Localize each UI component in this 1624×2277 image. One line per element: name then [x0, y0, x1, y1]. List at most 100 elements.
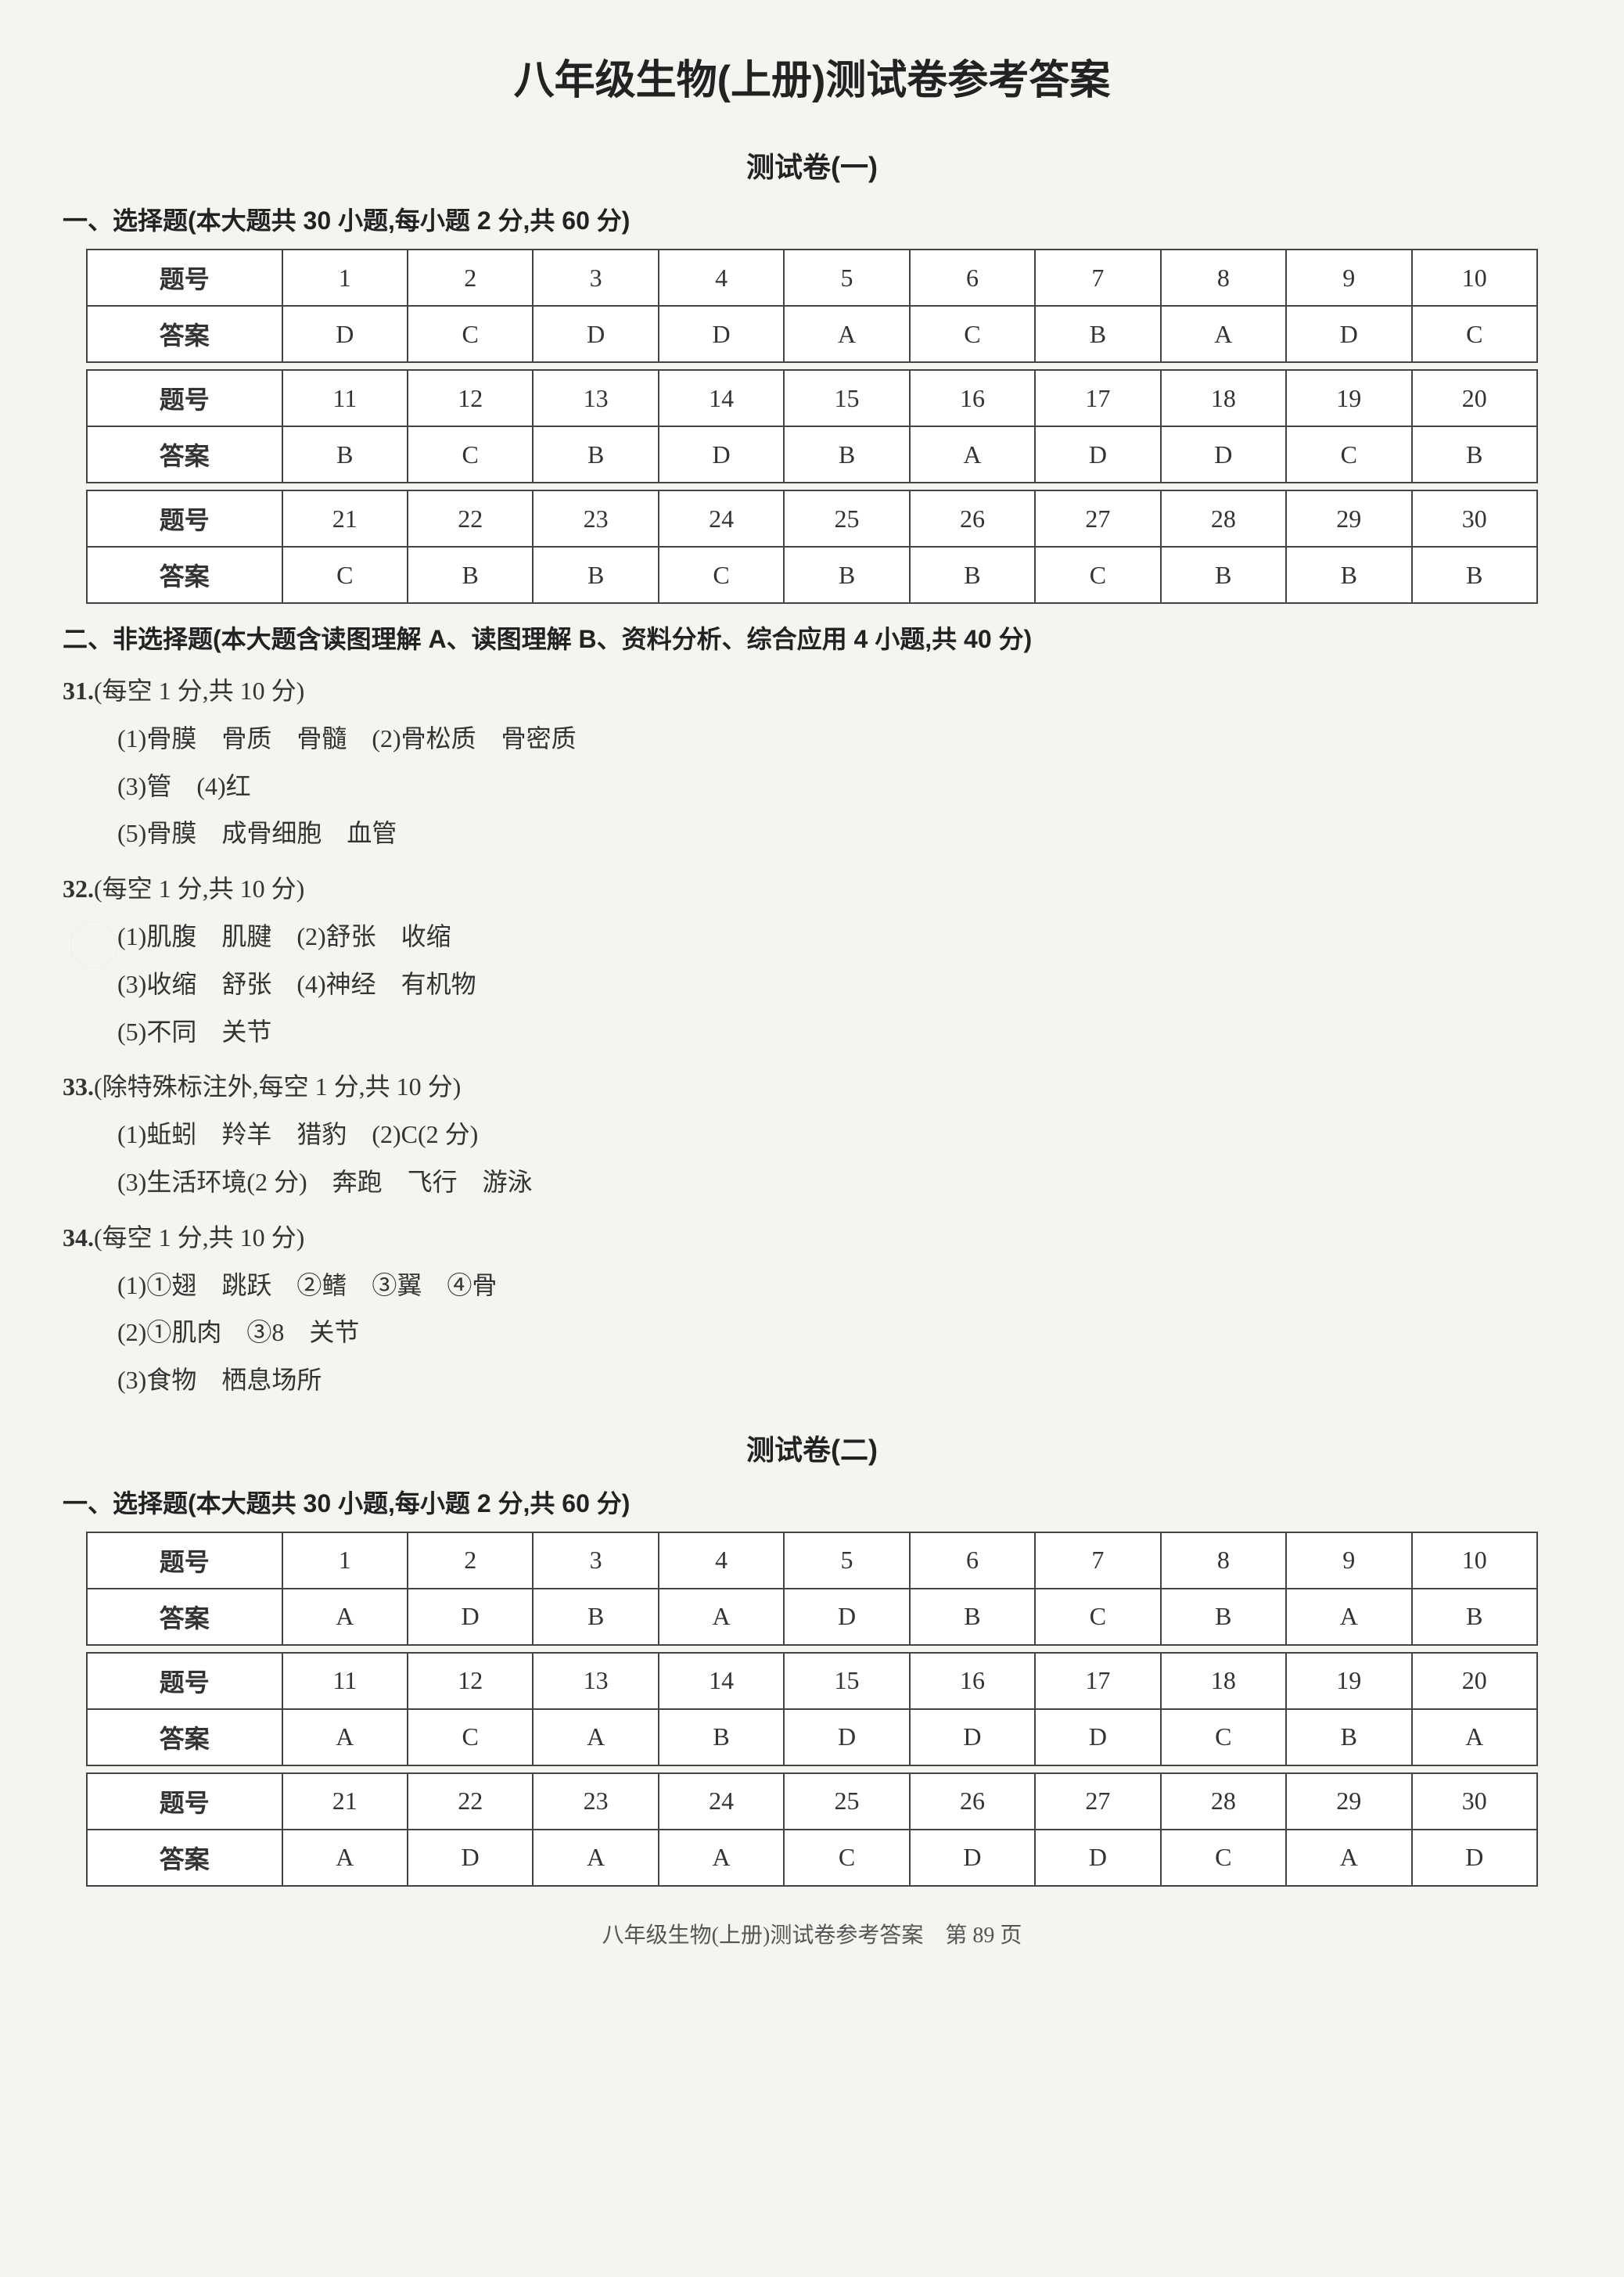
ans-cell: A [533, 1709, 658, 1765]
ans-cell: B [533, 1589, 658, 1645]
qnum-cell: 2 [408, 250, 533, 306]
qnum-cell: 29 [1286, 490, 1411, 547]
qnum-cell: 12 [408, 1653, 533, 1709]
ans-cell: D [1412, 1830, 1538, 1886]
qnum-cell: 7 [1035, 1532, 1160, 1589]
qnum-cell: 30 [1412, 490, 1538, 547]
ans-cell: D [1035, 1709, 1160, 1765]
qnum-cell: 24 [659, 1773, 784, 1830]
ans-cell: A [1286, 1830, 1411, 1886]
ans-cell: A [1286, 1589, 1411, 1645]
qnum-cell: 3 [533, 250, 658, 306]
ans-cell: D [1286, 306, 1411, 362]
answer-line: (1)骨膜 骨质 骨髓 (2)骨松质 骨密质 [117, 715, 1561, 763]
qnum-cell: 6 [910, 1532, 1035, 1589]
ans-cell: A [910, 426, 1035, 483]
nonmc-heading: 二、非选择题(本大题含读图理解 A、读图理解 B、资料分析、综合应用 4 小题,… [63, 620, 1561, 655]
qnum-cell: 11 [282, 370, 408, 426]
qnum-cell: 21 [282, 1773, 408, 1830]
ans-cell: C [1161, 1709, 1286, 1765]
qnum-cell: 8 [1161, 1532, 1286, 1589]
qnum-cell: 17 [1035, 1653, 1160, 1709]
qnum-cell: 16 [910, 370, 1035, 426]
ans-cell: C [910, 306, 1035, 362]
answer-table-wrap: 题号12345678910答案ADBADBCBAB题号1112131415161… [63, 1532, 1561, 1887]
ans-cell: C [659, 547, 784, 603]
qnum-cell: 5 [784, 1532, 909, 1589]
ans-cell: B [1035, 306, 1160, 362]
label-ans: 答案 [87, 1830, 282, 1886]
qnum-cell: 27 [1035, 1773, 1160, 1830]
ans-cell: D [1035, 426, 1160, 483]
qnum-cell: 24 [659, 490, 784, 547]
ans-cell: B [910, 547, 1035, 603]
qnum-cell: 9 [1286, 250, 1411, 306]
ans-cell: D [1035, 1830, 1160, 1886]
ans-cell: D [910, 1830, 1035, 1886]
qnum-cell: 9 [1286, 1532, 1411, 1589]
ans-cell: C [1161, 1830, 1286, 1886]
ans-cell: C [408, 306, 533, 362]
qnum-cell: 20 [1412, 1653, 1538, 1709]
answer-line: (3)管 (4)红 [117, 763, 1561, 810]
label-ans: 答案 [87, 1589, 282, 1645]
qnum-cell: 14 [659, 1653, 784, 1709]
ans-cell: D [784, 1709, 909, 1765]
qnum-cell: 1 [282, 250, 408, 306]
answer-line: (1)肌腹 肌腱 (2)舒张 收缩 [117, 913, 1561, 961]
qnum-cell: 21 [282, 490, 408, 547]
qnum-cell: 13 [533, 370, 658, 426]
ans-cell: B [533, 547, 658, 603]
answer-line: (5)骨膜 成骨细胞 血管 [117, 810, 1561, 857]
ans-cell: B [1412, 547, 1538, 603]
ans-cell: C [784, 1830, 909, 1886]
question-score: (每空 1 分,共 10 分) [94, 875, 304, 903]
ans-cell: C [282, 547, 408, 603]
question-score: (每空 1 分,共 10 分) [94, 677, 304, 705]
qnum-cell: 15 [784, 1653, 909, 1709]
ans-cell: A [282, 1709, 408, 1765]
label-ans: 答案 [87, 547, 282, 603]
label-qnum: 题号 [87, 250, 282, 306]
answer-table: 题号21222324252627282930答案ADAACDDCAD [86, 1772, 1538, 1887]
question-header: 32.(每空 1 分,共 10 分) [63, 865, 1561, 913]
ans-cell: C [1286, 426, 1411, 483]
answer-table-wrap: 题号12345678910答案DCDDACBADC题号1112131415161… [63, 249, 1561, 604]
question-block: 31.(每空 1 分,共 10 分)(1)骨膜 骨质 骨髓 (2)骨松质 骨密质… [63, 667, 1561, 857]
qnum-cell: 11 [282, 1653, 408, 1709]
qnum-cell: 10 [1412, 250, 1538, 306]
label-qnum: 题号 [87, 370, 282, 426]
page-title: 八年级生物(上册)测试卷参考答案 [63, 47, 1561, 106]
qnum-cell: 15 [784, 370, 909, 426]
mc-heading: 一、选择题(本大题共 30 小题,每小题 2 分,共 60 分) [63, 1484, 1561, 1520]
ans-cell: B [659, 1709, 784, 1765]
question-block: 34.(每空 1 分,共 10 分)(1)①翅 跳跃 ②鳍 ③翼 ④骨(2)①肌… [63, 1214, 1561, 1404]
ans-cell: D [533, 306, 658, 362]
qnum-cell: 22 [408, 1773, 533, 1830]
qnum-cell: 8 [1161, 250, 1286, 306]
qnum-cell: 25 [784, 490, 909, 547]
ans-cell: A [659, 1589, 784, 1645]
label-ans: 答案 [87, 306, 282, 362]
question-num: 32. [63, 875, 94, 903]
ans-cell: B [1161, 547, 1286, 603]
test-title: 测试卷(一) [63, 145, 1561, 185]
ans-cell: D [408, 1830, 533, 1886]
ans-cell: B [910, 1589, 1035, 1645]
ans-cell: D [282, 306, 408, 362]
ans-cell: B [784, 426, 909, 483]
question-score: (除特殊标注外,每空 1 分,共 10 分) [94, 1072, 461, 1101]
question-header: 33.(除特殊标注外,每空 1 分,共 10 分) [63, 1063, 1561, 1111]
ans-cell: B [1286, 547, 1411, 603]
answer-line: (1)蚯蚓 羚羊 猎豹 (2)C(2 分) [117, 1111, 1561, 1158]
ans-cell: B [1412, 426, 1538, 483]
qnum-cell: 7 [1035, 250, 1160, 306]
qnum-cell: 28 [1161, 1773, 1286, 1830]
ans-cell: C [408, 1709, 533, 1765]
qnum-cell: 30 [1412, 1773, 1538, 1830]
ans-cell: D [910, 1709, 1035, 1765]
qnum-cell: 13 [533, 1653, 658, 1709]
qnum-cell: 27 [1035, 490, 1160, 547]
question-block: 32.(每空 1 分,共 10 分)(1)肌腹 肌腱 (2)舒张 收缩(3)收缩… [63, 865, 1561, 1055]
ans-cell: A [1412, 1709, 1538, 1765]
